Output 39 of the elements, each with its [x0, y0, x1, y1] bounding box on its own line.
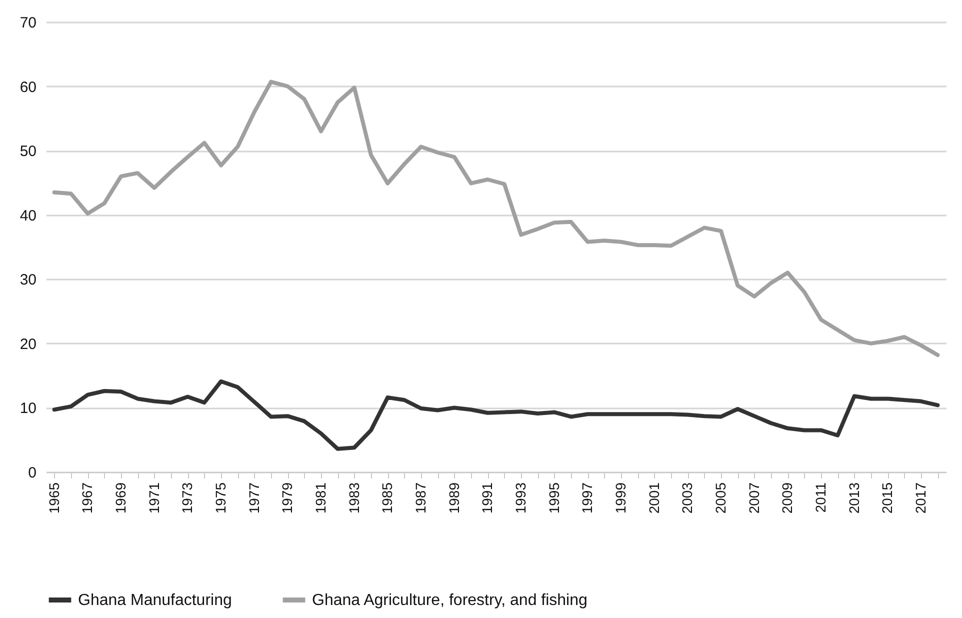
x-tick-label: 1997	[579, 482, 596, 514]
y-tick-label: 40	[20, 207, 36, 224]
x-tick-label: 1989	[446, 482, 462, 514]
legend-label: Ghana Manufacturing	[78, 592, 232, 609]
line-series	[52, 80, 940, 357]
x-tick-label: 2005	[712, 482, 728, 514]
y-tick-label: 20	[20, 336, 36, 353]
x-tick-label: 1971	[146, 482, 162, 514]
x-tick-label: 2013	[846, 482, 862, 514]
x-tick-label: 1995	[546, 482, 562, 514]
x-tick-label: 1985	[379, 482, 396, 514]
x-tick-label: 2011	[812, 482, 828, 513]
line-series	[52, 379, 940, 451]
y-tick-label: 30	[20, 272, 36, 289]
x-tick-label: 1973	[179, 482, 196, 514]
x-tick-label: 2007	[746, 482, 762, 514]
x-tick-label: 1991	[479, 482, 496, 514]
x-tick-label: 1983	[346, 482, 362, 514]
legend-label: Ghana Agriculture, forestry, and fishing	[312, 592, 588, 609]
x-tick-label: 2009	[779, 482, 796, 514]
x-tick-label: 1965	[46, 482, 62, 514]
x-tick-label: 2001	[646, 482, 662, 514]
x-tick-label: 1993	[512, 482, 528, 514]
x-tick-label: 1981	[312, 482, 328, 514]
y-tick-label: 50	[20, 143, 36, 160]
y-tick-label: 10	[20, 400, 36, 418]
x-tick-label: 1979	[279, 482, 296, 514]
x-tick-label: 1969	[112, 482, 128, 514]
x-tick-label: 1987	[412, 482, 428, 514]
x-tick-label: 1967	[79, 482, 96, 514]
x-tick-label: 1977	[246, 482, 262, 514]
y-tick-label: 60	[20, 78, 36, 96]
y-tick-label: 0	[28, 464, 36, 482]
x-tick-label: 2015	[879, 482, 896, 514]
y-tick-label: 70	[20, 14, 36, 32]
x-tick-label: 1975	[212, 482, 228, 514]
x-tick-label: 1999	[612, 482, 628, 514]
x-tick-label: 2003	[679, 482, 696, 514]
x-tick-label: 2017	[912, 482, 928, 514]
